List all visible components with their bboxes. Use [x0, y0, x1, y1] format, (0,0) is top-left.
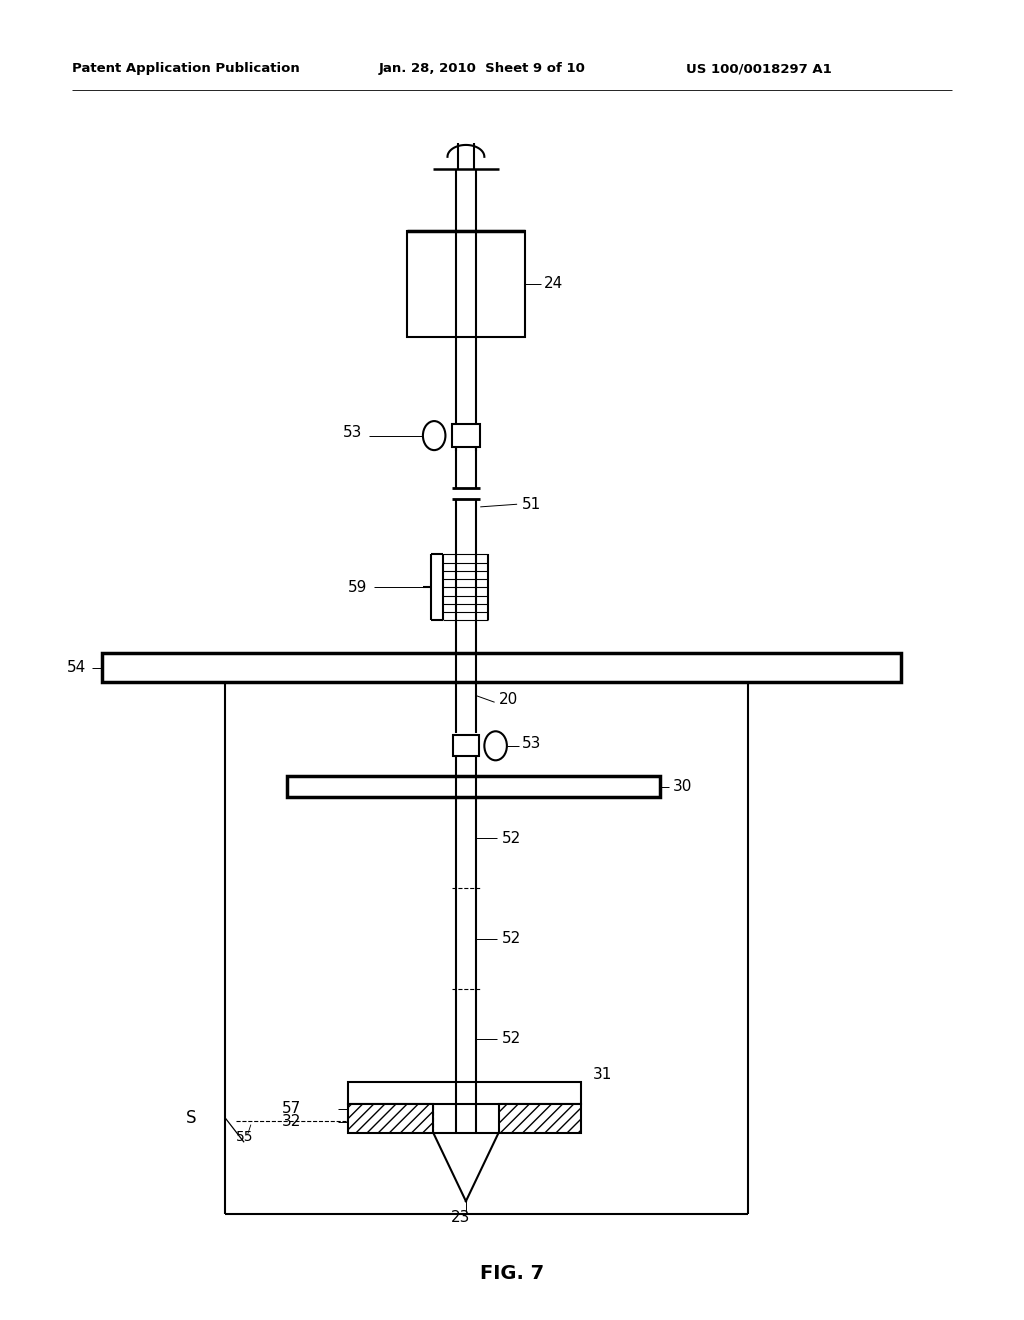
Text: 24: 24 [544, 276, 563, 292]
Text: 32: 32 [282, 1114, 301, 1130]
Text: 59: 59 [348, 579, 368, 595]
Text: 30: 30 [673, 779, 692, 795]
Bar [348, 1082, 581, 1104]
Bar [102, 653, 901, 682]
Text: 52: 52 [502, 1031, 521, 1047]
Text: Patent Application Publication: Patent Application Publication [72, 62, 299, 75]
Bar [499, 1104, 581, 1133]
Text: S: S [186, 1109, 197, 1127]
Bar [453, 735, 479, 756]
Text: 51: 51 [522, 496, 542, 512]
Text: 52: 52 [502, 931, 521, 946]
Text: 53: 53 [343, 425, 362, 441]
Bar [452, 424, 480, 447]
Text: 52: 52 [502, 830, 521, 846]
Text: Jan. 28, 2010  Sheet 9 of 10: Jan. 28, 2010 Sheet 9 of 10 [379, 62, 586, 75]
Text: 55: 55 [236, 1130, 253, 1143]
Text: 54: 54 [67, 660, 86, 676]
Bar [348, 1104, 433, 1133]
Text: US 100/0018297 A1: US 100/0018297 A1 [686, 62, 831, 75]
Circle shape [484, 731, 507, 760]
Bar [287, 776, 660, 797]
Text: 57: 57 [282, 1101, 301, 1117]
Text: 20: 20 [499, 692, 518, 708]
Bar [407, 231, 525, 337]
Text: 31: 31 [593, 1067, 612, 1082]
Text: 23: 23 [452, 1209, 470, 1225]
Circle shape [423, 421, 445, 450]
Text: FIG. 7: FIG. 7 [480, 1265, 544, 1283]
Text: 53: 53 [522, 735, 542, 751]
